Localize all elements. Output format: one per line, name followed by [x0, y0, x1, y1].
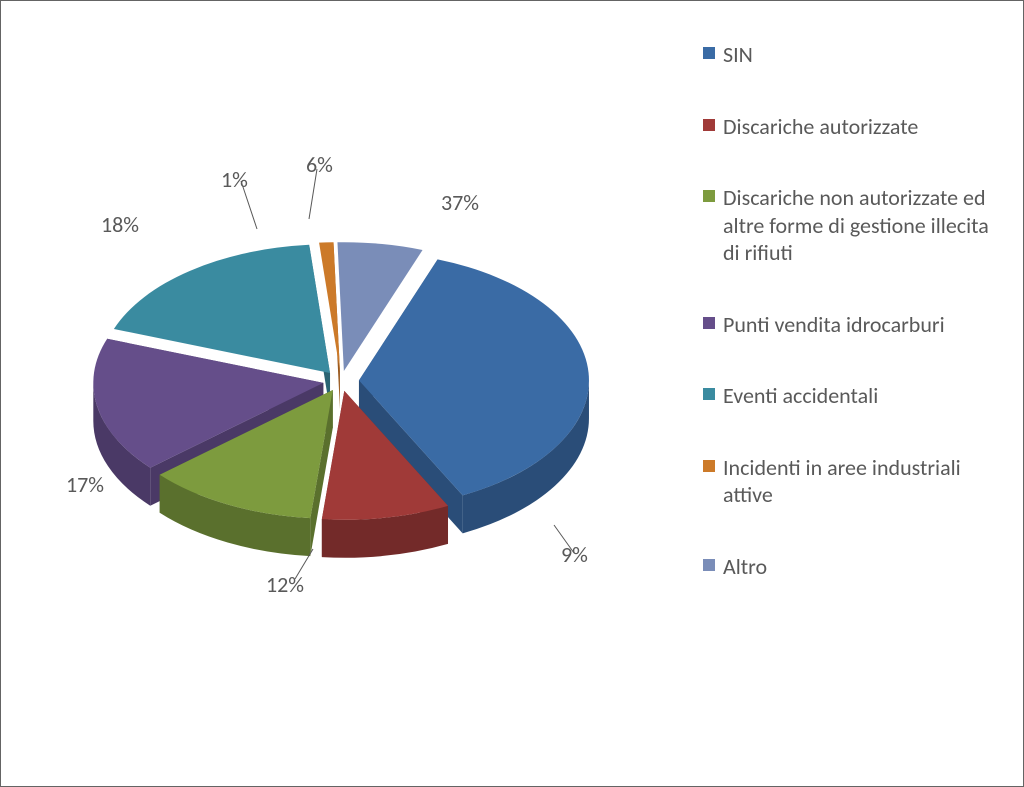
- data-label: 17%: [66, 471, 104, 498]
- data-label: 12%: [266, 571, 304, 598]
- legend-label: SIN: [723, 41, 753, 69]
- data-label: 1%: [221, 166, 248, 193]
- legend-marker: [703, 460, 715, 472]
- legend-marker: [703, 317, 715, 329]
- legend-item: Discariche autorizzate: [703, 113, 993, 141]
- legend-item: Discariche non autorizzate ed altre form…: [703, 184, 993, 267]
- data-label: 6%: [306, 151, 333, 178]
- legend-item: Altro: [703, 553, 993, 581]
- legend-marker: [703, 119, 715, 131]
- legend-item: Punti vendita idrocarburi: [703, 311, 993, 339]
- legend: SIN Discariche autorizzate Discariche non …: [703, 41, 993, 624]
- legend-marker: [703, 190, 715, 202]
- legend-item: Incidenti in aree industriali attive: [703, 454, 993, 509]
- pie-svg: [41, 121, 641, 681]
- pie-chart-container: 37% 9% 12% 17% 18% 1% 6% SIN Discariche autoriz…: [0, 0, 1024, 787]
- data-label: 37%: [441, 189, 479, 216]
- legend-label: Discariche non autorizzate ed altre form…: [723, 184, 993, 267]
- legend-label: Eventi accidentali: [723, 382, 878, 410]
- legend-label: Discariche autorizzate: [723, 113, 918, 141]
- legend-item: SIN: [703, 41, 993, 69]
- legend-label: Punti vendita idrocarburi: [723, 311, 945, 339]
- legend-marker: [703, 388, 715, 400]
- legend-label: Altro: [723, 553, 767, 581]
- data-label: 18%: [101, 211, 139, 238]
- legend-marker: [703, 559, 715, 571]
- legend-label: Incidenti in aree industriali attive: [723, 454, 993, 509]
- data-label: 9%: [561, 541, 588, 568]
- pie-plot-area: 37% 9% 12% 17% 18% 1% 6%: [41, 121, 641, 681]
- legend-item: Eventi accidentali: [703, 382, 993, 410]
- legend-marker: [703, 47, 715, 59]
